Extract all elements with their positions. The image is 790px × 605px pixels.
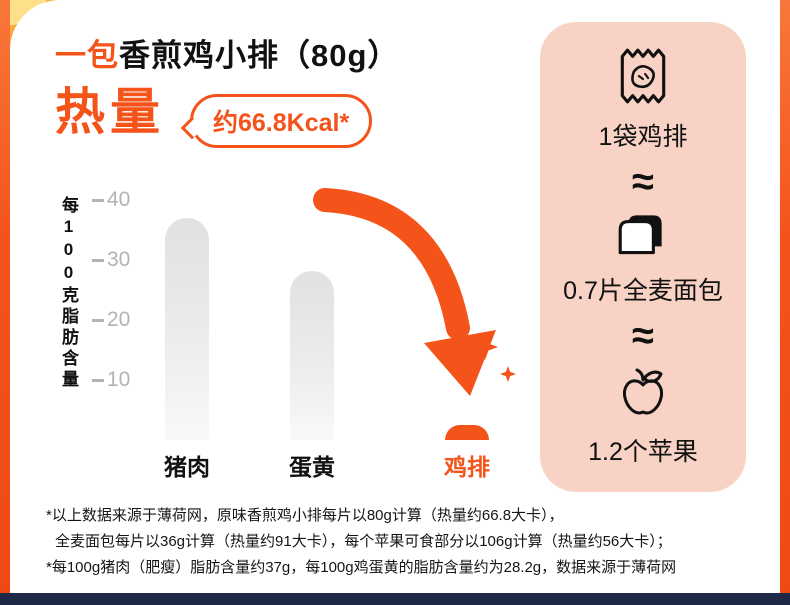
y-tick-label: 30 xyxy=(107,248,131,271)
swoop-down-arrow-icon xyxy=(313,188,496,396)
page-title: 一包香煎鸡小排（80g） xyxy=(55,30,399,75)
equivalent-label-chicken: 1袋鸡排 xyxy=(598,123,688,152)
category-chicken: 鸡排 xyxy=(444,454,490,480)
x-axis-categories: 猪肉 蛋黄 鸡排 xyxy=(150,448,490,480)
y-axis-label: 每100克脂肪含量 xyxy=(59,196,78,391)
approx-symbol: ≈ xyxy=(632,160,654,205)
calorie-equivalents-panel: 1袋鸡排 ≈ 0.7片全麦面包 ≈ 1.2个苹果 xyxy=(540,22,746,492)
main-content: 一包香煎鸡小排（80g） 热量 约66.8Kcal* 每100克脂肪含量 40 … xyxy=(10,0,780,593)
y-tick-20: 20 xyxy=(92,308,130,332)
footnote-line: 全麦面包每片以36g计算（热量约91大卡），每个苹果可食部分以106g计算（热量… xyxy=(55,533,672,550)
sparkle-icon xyxy=(500,366,516,382)
calorie-badge: 约66.8Kcal* xyxy=(190,94,373,148)
tick-mark xyxy=(92,258,104,262)
footnote-line: *以上数据来源于薄荷网，原味香煎鸡小排每片以80g计算（热量约66.8大卡）， xyxy=(46,507,564,524)
bar-chicken-highlight xyxy=(445,425,489,440)
footnotes: *以上数据来源于薄荷网，原味香煎鸡小排每片以80g计算（热量约66.8大卡）， … xyxy=(46,503,676,581)
equivalent-label-apple: 1.2个苹果 xyxy=(588,437,698,466)
sparkle-icon xyxy=(472,334,498,360)
bottom-navy-bar xyxy=(0,593,790,605)
right-border-strip xyxy=(780,0,790,605)
bar-chart-plot: 40 30 20 10 xyxy=(92,188,516,440)
footnote-line: *每100g猪肉（肥瘦）脂肪含量约37g，每100g鸡蛋黄的脂肪含量约为28.2… xyxy=(46,559,677,576)
apple-icon xyxy=(622,368,664,415)
bar-pork xyxy=(165,218,209,440)
tick-mark xyxy=(92,378,104,382)
y-tick-10: 10 xyxy=(92,368,130,392)
snack-bag-icon xyxy=(620,48,666,104)
y-tick-label: 40 xyxy=(107,188,131,211)
title-rest: 香煎鸡小排（80g） xyxy=(119,38,400,73)
approx-symbol: ≈ xyxy=(632,313,654,358)
bar-egg-yolk xyxy=(290,270,334,440)
y-tick-30: 30 xyxy=(92,248,130,272)
y-tick-40: 40 xyxy=(92,188,130,212)
equivalent-label-bread: 0.7片全麦面包 xyxy=(563,276,723,305)
left-border-strip xyxy=(0,0,10,605)
calorie-heading: 热量 xyxy=(55,84,165,140)
bread-icon xyxy=(618,215,662,255)
category-egg-yolk: 蛋黄 xyxy=(289,454,335,480)
category-pork: 猪肉 xyxy=(164,454,210,480)
y-tick-label: 20 xyxy=(107,308,131,331)
tick-mark xyxy=(92,198,104,202)
tick-mark xyxy=(92,318,104,322)
title-highlight: 一包 xyxy=(55,38,119,73)
y-tick-label: 10 xyxy=(107,368,131,391)
